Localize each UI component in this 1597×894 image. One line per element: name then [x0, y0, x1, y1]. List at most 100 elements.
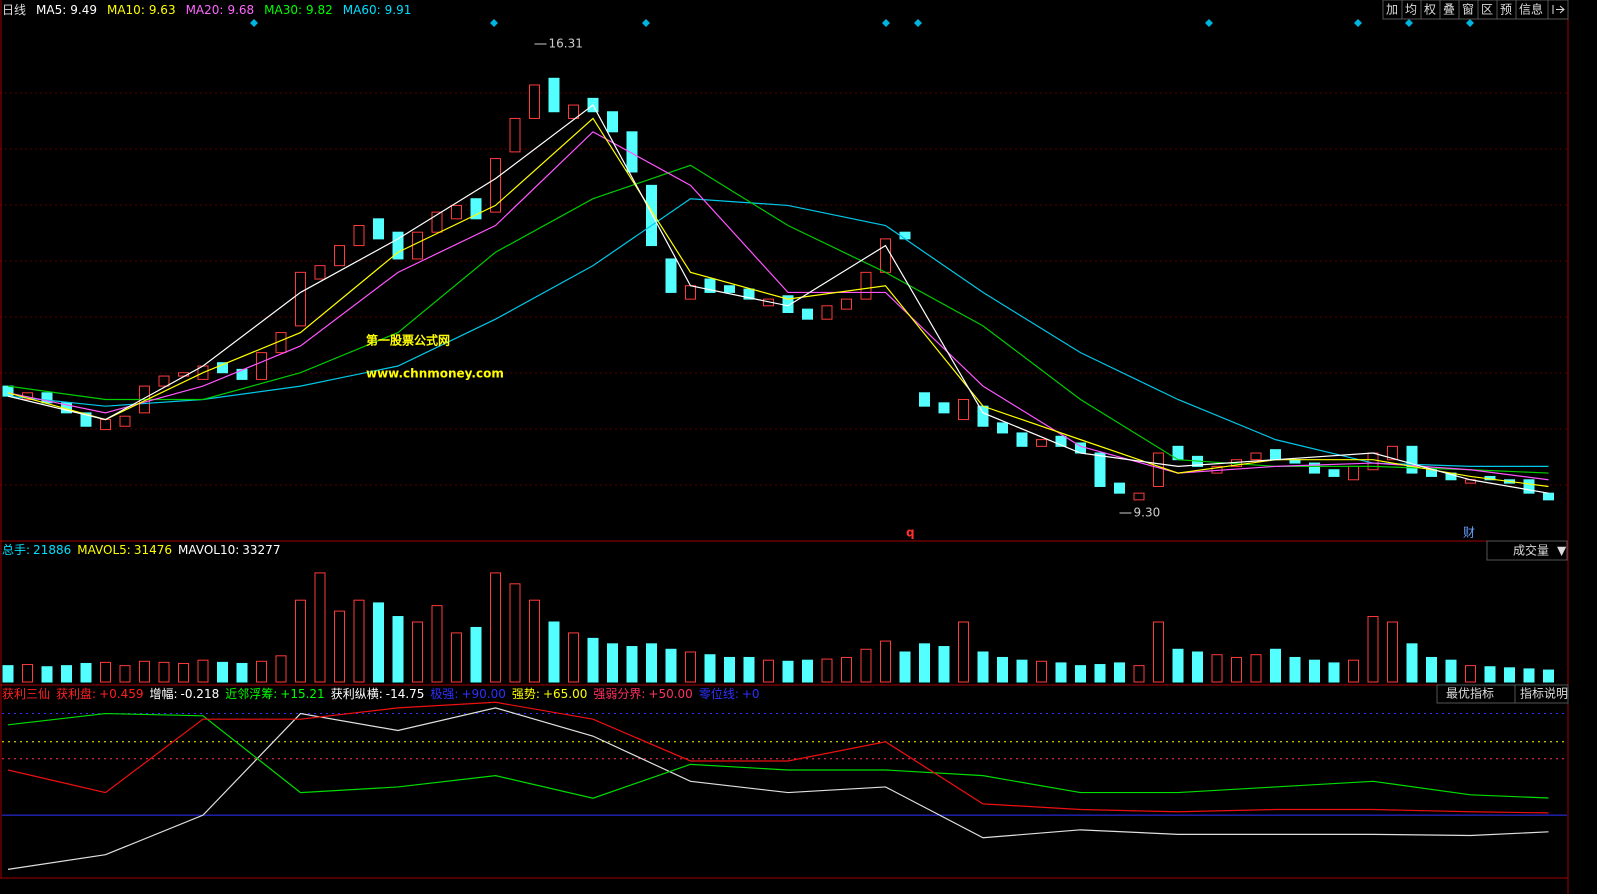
- volume-bar: [646, 643, 657, 683]
- candle: [529, 84, 540, 119]
- candle: [802, 308, 813, 320]
- volume-bar: [958, 621, 969, 683]
- candle: [470, 198, 482, 220]
- line: [7, 104, 1549, 494]
- volume-selector[interactable]: [1486, 540, 1568, 561]
- candle: [743, 288, 755, 300]
- volume-bar: [860, 648, 872, 683]
- ind-value: -0.218: [181, 687, 220, 701]
- line: [7, 707, 1549, 870]
- toolbar-label[interactable]: 窗: [1462, 3, 1474, 17]
- volume-bar: [1465, 665, 1476, 683]
- volume-bar: [1543, 669, 1554, 683]
- volume-bar: [587, 637, 599, 683]
- volume-header: 总手: 21886 MAVOL5: 31476 MAVOL10: 33277: [2, 543, 280, 557]
- grid: [0, 92, 1568, 486]
- volume-bar: [1387, 621, 1398, 683]
- toolbar-label[interactable]: 区: [1481, 3, 1493, 17]
- candle: [217, 362, 228, 374]
- low-label: 9.30: [1134, 506, 1161, 520]
- candle: [1348, 465, 1359, 481]
- volume-bar: [509, 583, 521, 683]
- candle: [1367, 452, 1379, 471]
- volume-bar: [1016, 659, 1028, 683]
- toolbar-label[interactable]: 加: [1386, 3, 1398, 17]
- line: [7, 198, 1549, 467]
- volume-bar: [100, 661, 111, 683]
- toolbar-label[interactable]: 信息: [1519, 2, 1543, 17]
- ind-label: 强弱分界:: [593, 687, 645, 701]
- volume-bar: [1036, 660, 1047, 683]
- candle: [1328, 469, 1340, 477]
- volume-bar: [295, 599, 306, 683]
- volume-bar: [1523, 668, 1535, 683]
- volume-bar: [1426, 656, 1437, 683]
- marker-q: q: [906, 526, 915, 540]
- candle: [1094, 452, 1106, 487]
- candle: [997, 422, 1008, 434]
- candle: [1523, 479, 1535, 494]
- button-label[interactable]: 指标说明: [1520, 686, 1568, 701]
- volume-bar: [548, 621, 560, 683]
- button[interactable]: [1514, 684, 1569, 704]
- volume-bar: [1445, 659, 1457, 683]
- ma-label: MA20:: [186, 3, 224, 17]
- ma-value: 9.82: [306, 3, 333, 17]
- volume-bar: [353, 599, 365, 683]
- ma-header: 日线 MA5: 9.49 MA10: 9.63 MA20: 9.68 MA30: 9.82 MA6…: [2, 3, 411, 17]
- ind-value: +50.00: [648, 687, 692, 701]
- toolbar-label[interactable]: 均: [1405, 3, 1417, 17]
- volume-bar: [1328, 662, 1340, 683]
- candle: [938, 402, 950, 414]
- ind-label: 获利纵横:: [331, 687, 383, 701]
- candle: [451, 204, 462, 220]
- volume-bar: [178, 662, 189, 683]
- volume-bar: [1348, 659, 1359, 683]
- volume-bar: [1075, 665, 1086, 683]
- high-label: 16.31: [549, 37, 583, 51]
- watermark: www.chnmoney.com: [366, 367, 504, 381]
- candle: [860, 271, 872, 300]
- volume-bar: [431, 605, 443, 683]
- volume-bar: [2, 665, 14, 683]
- candle: [2, 385, 14, 397]
- vol-value: 33277: [242, 543, 280, 557]
- candle: [256, 352, 267, 380]
- ind-label: 零位线:: [699, 686, 739, 701]
- ma-value: 9.68: [227, 3, 254, 17]
- volume-bar: [139, 660, 150, 683]
- candle: [1406, 445, 1418, 474]
- volume-bar: [217, 661, 228, 683]
- toolbar-label[interactable]: 权: [1424, 3, 1436, 17]
- ma-label: MA10:: [107, 3, 145, 17]
- button-label[interactable]: 最优指标: [1446, 686, 1494, 701]
- candle: [119, 415, 131, 427]
- ind-label: 近邻浮筹:: [225, 687, 277, 701]
- watermark: 第一股票公式网: [366, 333, 450, 348]
- exit-icon[interactable]: [1552, 5, 1565, 14]
- volume-bar: [412, 621, 423, 683]
- volume-bar: [899, 651, 911, 683]
- candle: [626, 131, 638, 173]
- volume-bar: [197, 659, 209, 683]
- dropdown-arrow[interactable]: ▼: [1557, 544, 1567, 558]
- candle: [782, 295, 794, 313]
- ma-label: MA30:: [264, 3, 302, 17]
- vol-value: 21886: [33, 543, 71, 557]
- candle: [509, 117, 521, 153]
- volume-bar: [1270, 648, 1281, 683]
- toolbar-label[interactable]: 预: [1500, 3, 1512, 17]
- volume-bar: [41, 666, 53, 683]
- volume-bar: [119, 665, 131, 683]
- volume-bar: [22, 664, 33, 683]
- volume-selector-label[interactable]: 成交量: [1513, 543, 1549, 558]
- volume-bar: [665, 648, 677, 683]
- vol-label: MAVOL10:: [178, 543, 239, 557]
- ind-label: 获利盘:: [56, 686, 96, 701]
- candle: [899, 231, 911, 240]
- toolbar-label[interactable]: 叠: [1443, 3, 1455, 17]
- volume-bar: [1192, 651, 1203, 683]
- candle: [314, 265, 326, 280]
- volume-bar: [1504, 667, 1515, 683]
